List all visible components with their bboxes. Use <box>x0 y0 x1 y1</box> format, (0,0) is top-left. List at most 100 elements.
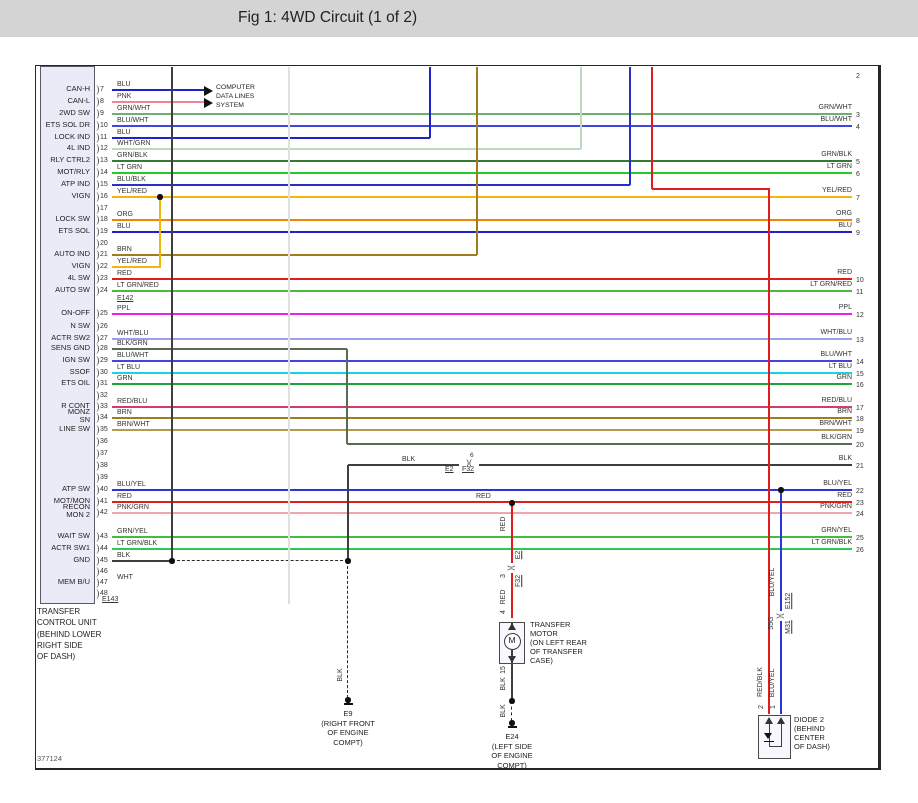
wire-color-label: RED <box>117 493 132 500</box>
right-wire-label: LT GRN/RED <box>810 281 852 288</box>
wire-vertical-wht-grn <box>580 67 582 149</box>
pin-bracket <box>94 461 99 471</box>
wire-color-label: LT GRN/BLK <box>117 540 158 547</box>
pin-label: RECON MON 2 <box>62 502 90 520</box>
wire-horizontal-blu-blk <box>112 184 630 186</box>
right-pin-number: 26 <box>856 547 864 554</box>
wire-horizontal-lt-grn <box>112 172 852 174</box>
wire-color-label: BLK <box>500 677 508 691</box>
title-bar: Fig 1: 4WD Circuit (1 of 2) <box>0 0 918 37</box>
connector-pin-number: 15 <box>500 666 508 674</box>
right-wire-label: PPL <box>838 304 852 311</box>
connector-link-e142[interactable]: E142 <box>117 295 134 302</box>
pin-number: 12 <box>100 145 108 152</box>
inline-connector-symbol: )( <box>506 565 516 571</box>
junction-dot <box>345 558 351 564</box>
wire-horizontal-brn <box>112 417 852 419</box>
right-pin-number: 11 <box>856 289 864 296</box>
junction-dot <box>509 698 515 704</box>
pin-label: ATP SW <box>61 484 90 493</box>
pin-bracket <box>94 133 99 143</box>
pin-bracket <box>94 334 99 344</box>
wire-horizontal-lt-blu <box>112 372 852 374</box>
pin-number: 38 <box>100 462 108 469</box>
wire-color-label: BLU/YEL <box>769 668 777 698</box>
right-pin-number: 23 <box>856 500 864 507</box>
connector-link-e2[interactable]: E2 <box>445 466 454 473</box>
inline-connector-symbol: )( <box>466 458 472 468</box>
pin-bracket <box>94 497 99 507</box>
pin-bracket <box>94 239 99 249</box>
clipped-pin-number: 2 <box>856 73 860 80</box>
connector-pin-number: 2 <box>758 705 766 709</box>
right-wire-label: BLK/GRN <box>821 434 852 441</box>
connector-link-f32[interactable]: F32 <box>462 466 475 473</box>
wire-vertical-blk <box>511 701 513 721</box>
right-pin-number: 16 <box>856 382 864 389</box>
figure-title: Fig 1: 4WD Circuit (1 of 2) <box>238 9 418 26</box>
pin-label: ETS SOL DR <box>45 120 90 129</box>
pin-label: AUTO IND <box>54 249 90 258</box>
pin-bracket <box>94 121 99 131</box>
right-pin-number: 20 <box>856 442 864 449</box>
wire-horizontal-brn <box>112 254 477 256</box>
pin-label: LINE SW <box>59 424 90 433</box>
pin-bracket <box>94 567 99 577</box>
wire-vertical-blk <box>511 664 513 701</box>
pin-label: MEM B/U <box>57 577 90 586</box>
wire-color-label: GRN <box>117 375 133 382</box>
wire-horizontal-lt-grn-red <box>112 290 852 292</box>
right-wire-label: BRN/WHT <box>819 420 852 427</box>
right-wire-label: LT BLU <box>828 363 852 370</box>
wire-color-label: LT BLU <box>117 364 141 371</box>
pin-label: R CONT <box>61 401 90 410</box>
pin-bracket <box>94 425 99 435</box>
pin-bracket <box>94 437 99 447</box>
junction-dot <box>509 500 515 506</box>
pin-label: ACTR SW2 <box>51 333 90 342</box>
wire-color-label: BLU/YEL <box>769 567 777 597</box>
pin-label: ON-OFF <box>61 308 90 317</box>
wire-color-label: WHT/BLU <box>117 330 149 337</box>
pin-number: 9 <box>100 110 104 117</box>
pin-label: VIGN <box>71 191 90 200</box>
pin-label: ATP IND <box>61 179 90 188</box>
figure-id: 377124 <box>37 754 63 763</box>
pin-label: CAN-L <box>67 96 90 105</box>
motor-letter: M <box>508 635 516 645</box>
wire-horizontal-red-blu <box>112 406 852 408</box>
wire-horizontal-grn-wht <box>112 113 852 115</box>
pin-label: CAN-H <box>66 84 90 93</box>
wire-color-label: RED <box>500 589 508 605</box>
connector-link-e2[interactable]: E2 <box>515 550 523 560</box>
pin-bracket <box>94 286 99 296</box>
wire-horizontal-lt-grn-blk <box>112 548 852 550</box>
pin-bracket <box>94 250 99 260</box>
pin-bracket <box>94 473 99 483</box>
wire-vertical-sep <box>288 67 290 604</box>
pin-number: 43 <box>100 533 108 540</box>
wire-vertical-red <box>651 67 653 189</box>
connector-link-e152[interactable]: E152 <box>785 592 793 610</box>
pin-number: 20 <box>100 240 108 247</box>
wire-color-label: BLU/YEL <box>117 481 146 488</box>
transfer-motor-label: TRANSFER MOTOR (ON LEFT REAR OF TRANSFER… <box>530 620 587 665</box>
pin-number: 23 <box>100 275 108 282</box>
wire-color-label: RED <box>500 516 508 532</box>
pin-number: 39 <box>100 474 108 481</box>
pin-bracket <box>94 168 99 178</box>
wire-horizontal-blu <box>112 231 852 233</box>
pin-bracket <box>94 97 99 107</box>
connector-link-f32[interactable]: F32 <box>515 574 523 588</box>
pin-label: AUTO SW <box>55 285 90 294</box>
connector-link-m31[interactable]: M31 <box>785 620 793 634</box>
right-pin-number: 22 <box>856 488 864 495</box>
wire-color-label: RED/BLU <box>117 398 148 405</box>
wire-horizontal-red <box>112 278 852 280</box>
wire-vertical-blk <box>347 561 349 698</box>
pin-label: IGN SW <box>62 355 91 364</box>
connector-link-e143[interactable]: E143 <box>102 596 119 603</box>
wire-horizontal-wht-grn <box>112 148 581 150</box>
